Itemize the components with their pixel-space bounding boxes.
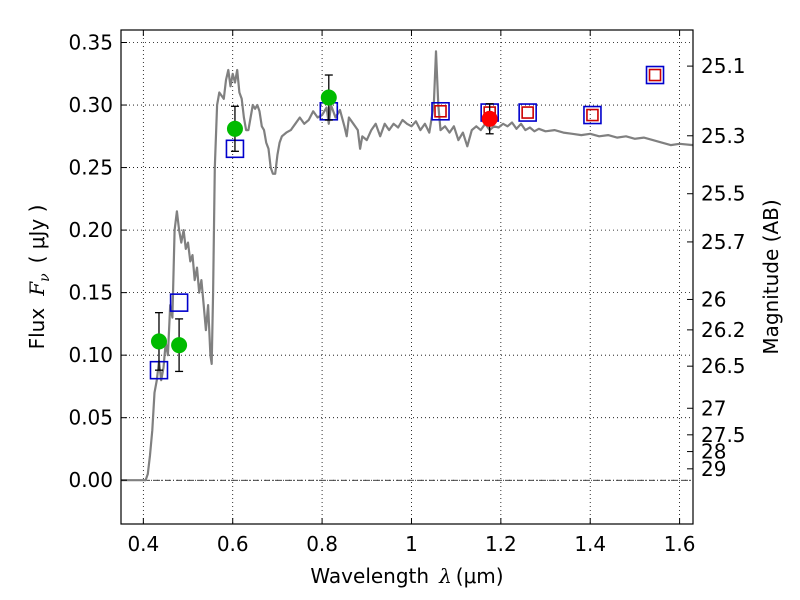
x-tick-label: 0.8 [306,532,338,556]
markers [149,65,665,380]
mag-tick-label: 27.5 [701,423,746,447]
spectrum [121,50,694,482]
y-tick-label: 0.30 [68,93,113,117]
y-tick-label: 0.00 [68,468,113,492]
tick-labels: 0.4 0.6 0.8 1 1.2 1.4 1.6 0.00 0.05 0.10 0.15 0.20 0… [68,31,745,556]
mag-tick-label: 28 [701,440,726,464]
mag-tick-label: 26.5 [701,354,746,378]
spectrum-line [121,50,694,482]
x-tick-label: 1 [405,532,418,556]
y-tick-label: 0.20 [68,218,113,242]
x-tick-label: 1.2 [485,532,517,556]
x-axis-title-math: λ [438,564,452,588]
model-square-marker [169,293,189,312]
observed-point [150,333,167,350]
mag-tick-label: 25.1 [701,54,746,78]
model-square-marker [583,105,602,125]
x-tick-label: 0.4 [127,532,159,556]
y2-axis-title: Magnitude (AB) [759,199,783,354]
observed-point [171,337,188,354]
model-inner-square-marker [648,68,662,82]
y-axis-title-sub: ν [37,273,53,282]
x-tick-label: 1.6 [664,532,696,556]
observed-point [320,89,337,106]
grid [121,30,693,524]
y-axis-title-text: Flux [25,308,49,350]
mag-tick-label: 25.3 [701,124,746,148]
model-inner-square-marker [434,104,447,118]
mag-tick-label: 29 [701,457,726,481]
y-tick-label: 0.35 [68,31,113,55]
observed-point [481,110,498,127]
ticks [121,30,693,524]
x-tick-label: 0.6 [217,532,249,556]
x-axis-title-text: Wavelength [310,564,429,588]
x-tick-label: 1.4 [574,532,606,556]
plot-frame [120,29,694,525]
model-square-marker [645,65,665,85]
y-tick-label: 0.25 [68,156,113,180]
mag-tick-label: 26 [701,287,726,311]
model-inner-square-marker [521,106,534,119]
y-tick-label: 0.05 [68,406,113,430]
mag-tick-label: 27 [701,396,726,420]
y-tick-label: 0.15 [68,281,113,305]
mag-tick-label: 25.7 [701,230,746,254]
x-axis-title: Wavelength λ (μm) [310,564,503,588]
y-axis-title-math: F [25,281,49,297]
x-axis-title-unit: (μm) [456,564,504,588]
y-axis-title: Flux Fν ( μJy ) [25,205,53,350]
observed-point [226,120,243,137]
model-square-marker [518,103,537,122]
y-tick-label: 0.10 [68,343,113,367]
mag-tick-label: 25.5 [701,182,746,206]
model-inner-square-marker [586,108,599,122]
mag-tick-label: 26.2 [701,318,746,342]
model-square-marker [431,101,450,121]
y-axis-title-unit: ( μJy ) [25,205,49,264]
